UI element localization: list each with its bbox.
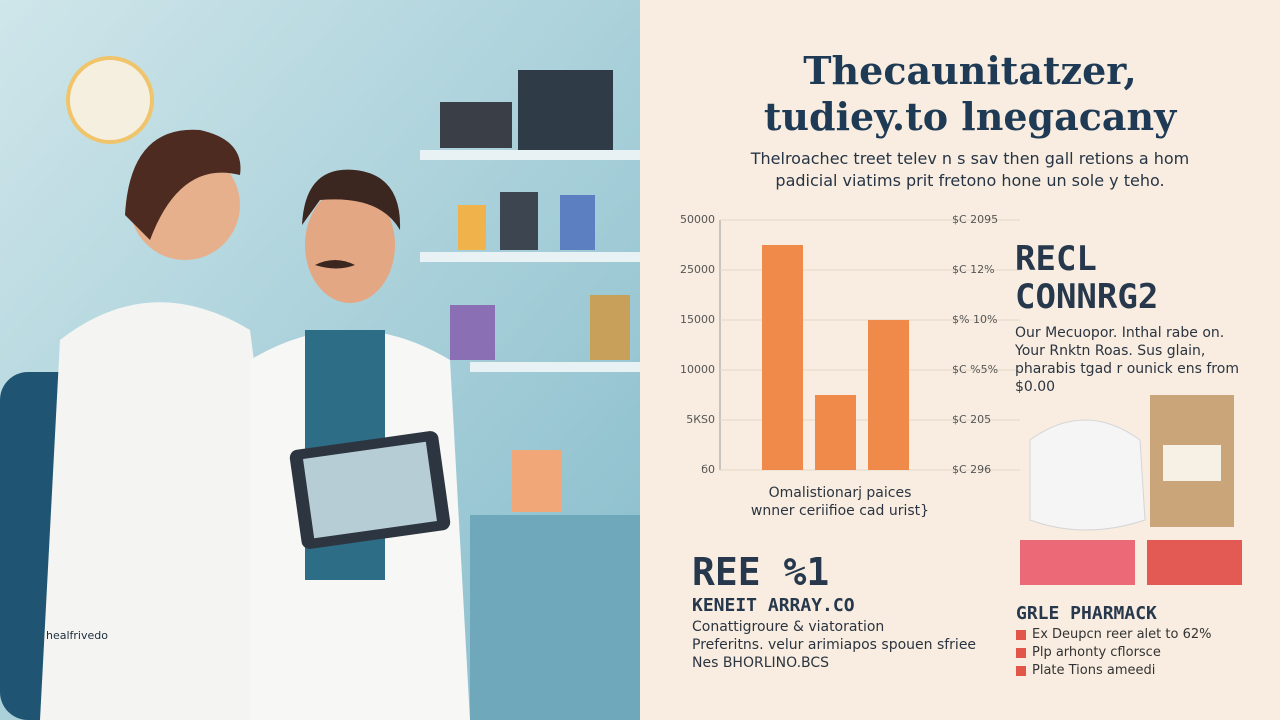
doctor-head bbox=[305, 187, 395, 303]
side-panel: RECL CONNRG2 Our Mecuopor. Inthal rabe o… bbox=[1015, 240, 1265, 396]
box bbox=[1020, 540, 1135, 585]
right-label: $C %5% bbox=[952, 363, 998, 376]
products bbox=[1020, 395, 1242, 585]
bottom-subheading: KENEIT ARRAY.CO bbox=[692, 595, 855, 616]
bar bbox=[815, 395, 856, 470]
monitor bbox=[440, 102, 512, 148]
bottle bbox=[500, 192, 538, 250]
title-line: Thecaunitatzer, bbox=[803, 48, 1137, 93]
title-line: tudiey.to lnegacany bbox=[763, 94, 1177, 139]
side-text: Our Mecuopor. Inthal rabe on. bbox=[1015, 325, 1225, 341]
person-hair bbox=[125, 129, 241, 240]
brand: healfrivedo bbox=[46, 629, 108, 642]
y-tick-label: 5КS0 bbox=[686, 413, 715, 426]
bottom-right: GRLE PHARMACK Ex Deupcn reer alet to 62%… bbox=[1016, 602, 1266, 680]
box bbox=[560, 195, 595, 250]
subtitle: Thelroachec treet telev n s sav then gal… bbox=[690, 148, 1250, 192]
box bbox=[1147, 540, 1242, 585]
y-tick-label: 15000 bbox=[680, 313, 715, 326]
y-tick-label: б0 bbox=[701, 463, 715, 476]
list-item: Plp arhonty cflorsce bbox=[1016, 644, 1266, 662]
side-heading: RECL bbox=[1015, 239, 1097, 279]
sun bbox=[66, 56, 154, 144]
side-text: $0.00 bbox=[1015, 379, 1056, 395]
side-heading: CONNRG2 bbox=[1015, 277, 1159, 317]
bottom-left: REE %1 KENEIT ARRAY.CO Conattigroure & v… bbox=[692, 550, 1012, 672]
chart: б0 $C 296 5КS0 $C 205 10000 $C %5% 15000 $% 10%… bbox=[680, 213, 1020, 476]
list-item: Ex Deupcn reer alet to 62% bbox=[1016, 626, 1266, 644]
box bbox=[512, 450, 562, 512]
mustache bbox=[315, 260, 355, 269]
y-tick-label: 25000 bbox=[680, 263, 715, 276]
bottom-right-heading: GRLE PHARMACK bbox=[1016, 603, 1157, 624]
y-tick-label: 50000 bbox=[680, 213, 715, 226]
right-label: $C 12% bbox=[952, 263, 995, 276]
right-label: $% 10% bbox=[952, 313, 997, 326]
right-label: $C 205 bbox=[952, 413, 991, 426]
doctor-hair bbox=[302, 169, 401, 230]
side-text: Your Rnktn Roas. Sus glain, bbox=[1015, 343, 1206, 359]
bottom-text: Preferitns. velur arimiapos spouen sfrie… bbox=[692, 637, 977, 653]
illustration: healfrivedo bbox=[0, 0, 640, 720]
cabinet bbox=[470, 515, 640, 720]
person-coat bbox=[40, 302, 300, 720]
bottom-heading: REE %1 bbox=[692, 550, 830, 594]
subtitle-line: padicial viatims prit fretono hone un so… bbox=[775, 171, 1165, 190]
tablet-screen bbox=[303, 441, 437, 539]
right-label: $C 296 bbox=[952, 463, 991, 476]
caption-line: Omalistionarj paices bbox=[768, 485, 912, 501]
side-text: pharabis tgad r ounick ens from bbox=[1015, 361, 1239, 377]
books bbox=[450, 305, 495, 360]
boxes bbox=[518, 70, 613, 150]
bar bbox=[762, 245, 803, 470]
bottom-text: Conattigroure & viatoration bbox=[692, 619, 885, 635]
subtitle-line: Thelroachec treet telev n s sav then gal… bbox=[750, 149, 1190, 168]
package-label bbox=[1163, 445, 1221, 481]
bottom-text: Nes BHORLINO.BCS bbox=[692, 655, 830, 671]
caption-line: wnner ceriifioe cad urist} bbox=[750, 503, 930, 519]
chart-caption: Omalistionarj paices wnner ceriifioe cad… bbox=[690, 484, 990, 520]
bottle bbox=[458, 205, 486, 250]
right-label: $C 2095 bbox=[952, 213, 998, 226]
list-item: Plate Tions ameedi bbox=[1016, 662, 1266, 680]
device bbox=[1029, 419, 1146, 531]
shelf bbox=[420, 252, 640, 262]
title: Thecaunitatzer, tudiey.to lnegacany bbox=[700, 48, 1240, 140]
shelf bbox=[470, 362, 640, 372]
y-tick-label: 10000 bbox=[680, 363, 715, 376]
shelf bbox=[420, 150, 640, 160]
bar bbox=[868, 320, 909, 470]
books bbox=[590, 295, 630, 360]
